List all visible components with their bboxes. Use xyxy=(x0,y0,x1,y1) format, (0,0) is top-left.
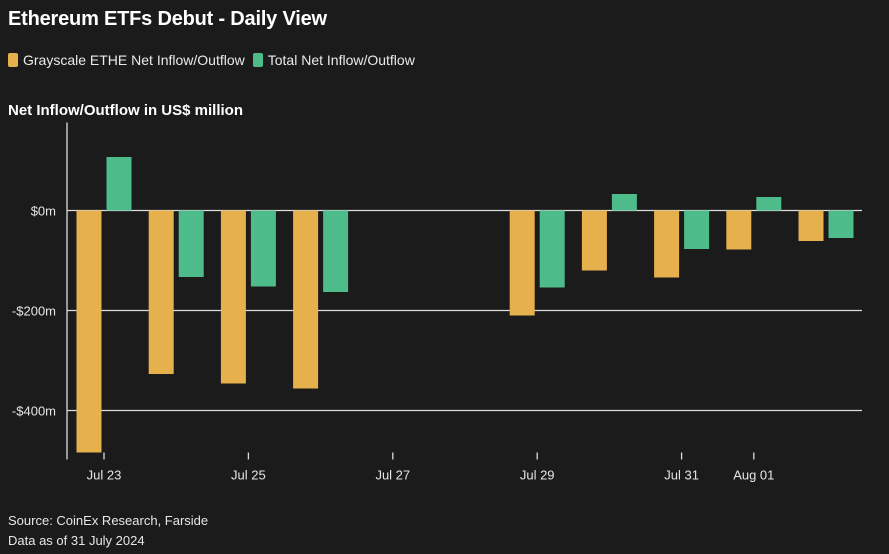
bar-grayscale-jul-23 xyxy=(76,210,102,453)
bar-total-jul-26 xyxy=(323,210,349,292)
bar-total-jul-25 xyxy=(250,210,276,287)
legend: Grayscale ETHE Net Inflow/Outflow Total … xyxy=(8,52,423,68)
y-tick-label: -$200m xyxy=(12,304,56,319)
legend-swatch-total xyxy=(252,53,263,67)
bar-grayscale-aug-01 xyxy=(726,210,752,250)
bar-grayscale-jul-24 xyxy=(148,210,174,374)
bar-grayscale-jul-30 xyxy=(581,210,607,271)
x-tick-label: Jul 31 xyxy=(664,468,699,483)
source-line: Source: CoinEx Research, Farside xyxy=(8,513,209,528)
x-tick-label: Jul 29 xyxy=(520,468,555,483)
x-tick-label: Aug 01 xyxy=(733,468,774,483)
bar-total-aug-02 xyxy=(828,210,854,238)
source-note: Source: CoinEx Research, Farside Data as… xyxy=(8,511,208,551)
bar-grayscale-jul-29 xyxy=(509,210,535,316)
bar-grayscale-jul-31 xyxy=(654,210,680,278)
x-tick-label: Jul 23 xyxy=(87,468,122,483)
bar-total-jul-29 xyxy=(539,210,565,288)
y-tick-label: -$400m xyxy=(12,404,56,419)
bar-grayscale-jul-26 xyxy=(293,210,319,389)
bar-grayscale-jul-25 xyxy=(220,210,246,384)
bar-total-jul-24 xyxy=(178,210,204,277)
legend-label-total: Total Net Inflow/Outflow xyxy=(267,52,415,68)
bar-total-aug-01 xyxy=(756,197,782,211)
chart-title: Ethereum ETFs Debut - Daily View xyxy=(8,8,327,30)
y-axis-title: Net Inflow/Outflow in US$ million xyxy=(8,102,243,119)
legend-label-grayscale: Grayscale ETHE Net Inflow/Outflow xyxy=(23,52,245,68)
bar-total-jul-31 xyxy=(684,210,710,249)
y-tick-label: $0m xyxy=(31,204,56,219)
bar-total-jul-30 xyxy=(611,194,637,211)
legend-swatch-grayscale xyxy=(8,53,18,67)
bar-total-jul-23 xyxy=(106,157,132,211)
legend-item-grayscale: Grayscale ETHE Net Inflow/Outflow xyxy=(8,52,245,68)
legend-item-total: Total Net Inflow/Outflow xyxy=(252,52,415,68)
x-tick-label: Jul 25 xyxy=(231,468,266,483)
bar-grayscale-aug-02 xyxy=(798,210,824,241)
data-date-line: Data as of 31 July 2024 xyxy=(8,533,145,548)
x-tick-label: Jul 27 xyxy=(375,468,410,483)
